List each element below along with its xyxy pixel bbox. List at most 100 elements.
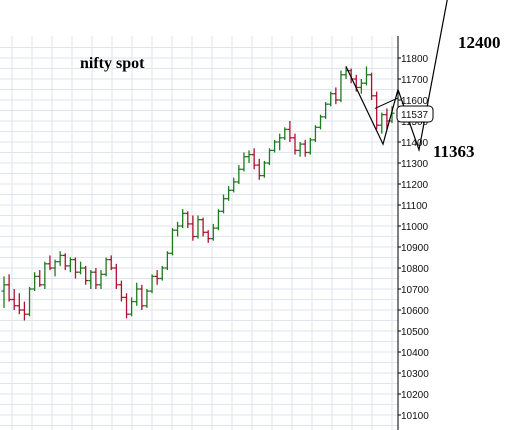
ohlc-bar [164,251,170,271]
ohlc-bar [52,259,58,277]
ohlc-bar [57,251,63,266]
ohlc-bar [124,293,130,319]
ohlc-bar [328,91,334,107]
last-price-box: 11537 [396,105,434,123]
ohlc-bar [272,139,278,153]
ohlc-bar [369,72,375,100]
ohlc-bar [261,160,267,178]
ohlc-bar [277,133,283,151]
support-annotation: 11363 [433,142,475,161]
ohlc-bar [129,297,135,317]
ohlc-bar [363,66,369,86]
ohlc-bar [282,127,288,140]
ohlc-bar [169,228,175,256]
ohlc-bar [200,217,206,237]
ohlc-bar [256,158,262,180]
ohlc-bar [180,209,186,229]
ohlc-bar [333,87,339,105]
ohlc-bar [83,265,89,285]
ohlc-bar [246,150,252,163]
last-price-frame [396,105,434,123]
ohlc-bar [88,270,94,289]
y-tick-label: 11300 [401,159,429,170]
ohlc-bar [11,289,17,310]
ohlc-bar [72,257,78,279]
ohlc-bar [236,165,242,184]
ohlc-bar [374,91,380,130]
ohlc-bar [318,114,324,130]
ohlc-bar [149,274,155,294]
target-annotation: 12400 [458,33,501,52]
ohlc-bar [93,268,99,289]
ohlc-bar [266,148,272,166]
ohlc-bar [108,255,114,271]
y-tick-label: 11600 [401,96,429,107]
ohlc-bar [37,270,43,287]
ohlc-bar [297,142,303,157]
ohlc-bar [67,257,73,273]
ohlc-bar [32,272,38,292]
ohlc-bar [384,108,390,130]
y-tick-label: 10700 [401,285,429,296]
ohlc-bar [175,221,181,237]
ohlc-bar [144,289,150,308]
ohlc-bar [215,209,221,231]
ohlc-bar [27,286,33,317]
ohlc-bar [205,230,211,243]
ohlc-bar [78,261,84,275]
y-tick-label: 10500 [401,327,429,338]
y-tick-label: 11400 [401,138,429,149]
ohlc-bar [226,186,232,201]
ohlc-bar [323,102,329,119]
last-price-label: 11537 [401,110,429,121]
y-tick-label: 10200 [401,390,429,401]
ohlc-bar [134,282,140,306]
ohlc-bar [159,265,165,281]
y-tick-label: 10600 [401,306,429,317]
y-tick-label: 10100 [401,411,429,422]
price-bars [1,66,395,321]
ohlc-bar [338,70,344,103]
ohlc-bar [185,211,191,229]
ohlc-bar [139,284,145,310]
ohlc-bar [231,177,237,193]
ohlc-bar [302,139,308,157]
y-tick-label: 11200 [401,180,429,191]
ohlc-bar [113,263,119,289]
y-tick-label: 10800 [401,264,429,275]
y-tick-label: 11800 [401,54,429,65]
ohlc-bar [103,257,109,277]
ohlc-bar [154,270,160,285]
y-tick-label: 10900 [401,243,429,254]
y-tick-label: 11100 [401,201,428,212]
ohlc-bar [241,152,247,172]
ohlc-bar [195,215,201,239]
ohlc-bar [6,274,12,302]
chart-title: nifty spot [80,55,145,72]
ohlc-bar [379,112,385,134]
ohlc-bar [21,301,27,321]
ohlc-bar [47,255,53,271]
y-tick-label: 11000 [401,222,429,233]
ohlc-bar [16,293,22,315]
y-tick-label: 10400 [401,348,429,359]
ohlc-bar [292,133,298,155]
projection-crossline [374,97,399,109]
ohlc-bar [221,194,227,214]
ohlc-bar [98,270,104,289]
ohlc-bar [251,148,257,170]
ohlc-bar [118,280,124,302]
ohlc-bar [312,125,318,142]
ohlc-bar [190,215,196,241]
ohlc-bar [62,253,68,271]
y-axis-ticks: 1180011700116001150011400113001120011100… [398,54,429,422]
ohlc-bar [287,121,293,142]
ohlc-bar [210,223,216,241]
y-tick-label: 11700 [401,75,429,86]
y-tick-label: 10300 [401,369,429,380]
grid [0,36,398,430]
ohlc-bar [1,276,7,308]
ohlc-bar [358,79,364,94]
ohlc-bar [307,137,313,155]
